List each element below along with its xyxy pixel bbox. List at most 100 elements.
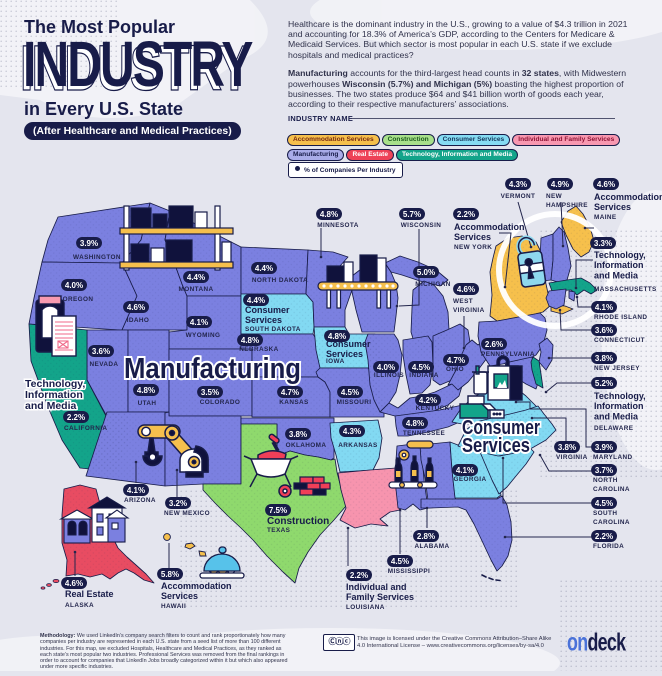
svg-text:KANSAS: KANSAS <box>279 399 309 406</box>
svg-text:Information: Information <box>594 260 644 270</box>
svg-text:4.6%: 4.6% <box>65 579 83 588</box>
svg-text:CAROLINA: CAROLINA <box>593 519 630 526</box>
svg-text:4.8%: 4.8% <box>406 419 424 428</box>
svg-text:2.2%: 2.2% <box>350 571 368 580</box>
svg-text:Services: Services <box>326 349 363 359</box>
svg-text:4.4%: 4.4% <box>255 264 273 273</box>
svg-text:UTAH: UTAH <box>138 400 157 407</box>
svg-text:NEW: NEW <box>546 193 563 200</box>
svg-text:3.8%: 3.8% <box>289 430 307 439</box>
svg-text:NORTH DAKOTA: NORTH DAKOTA <box>252 277 308 284</box>
svg-text:4.6%: 4.6% <box>597 180 615 189</box>
svg-text:Services: Services <box>161 591 198 601</box>
svg-text:ILLINOIS: ILLINOIS <box>374 372 405 379</box>
svg-text:NEW MEXICO: NEW MEXICO <box>164 510 210 517</box>
svg-text:2.6%: 2.6% <box>485 340 503 349</box>
svg-text:5.8%: 5.8% <box>161 570 179 579</box>
svg-text:4.5%: 4.5% <box>341 388 359 397</box>
svg-text:Services: Services <box>454 232 491 242</box>
svg-text:2.2%: 2.2% <box>67 413 85 422</box>
svg-text:MISSISSIPPI: MISSISSIPPI <box>388 568 430 575</box>
svg-text:VERMONT: VERMONT <box>501 193 536 200</box>
svg-text:Technology,: Technology, <box>25 378 85 390</box>
svg-text:4.5%: 4.5% <box>412 363 430 372</box>
svg-text:ALASKA: ALASKA <box>65 602 94 609</box>
svg-text:OREGON: OREGON <box>63 296 94 303</box>
svg-text:FLORIDA: FLORIDA <box>593 543 624 550</box>
svg-text:SOUTH DAKOTA: SOUTH DAKOTA <box>245 326 301 333</box>
svg-text:INDIANA: INDIANA <box>409 372 438 379</box>
svg-text:MASSACHUSETTS: MASSACHUSETTS <box>594 286 657 293</box>
svg-text:4.1%: 4.1% <box>456 466 474 475</box>
svg-text:MISSOURI: MISSOURI <box>337 399 372 406</box>
svg-text:Services: Services <box>462 435 530 457</box>
svg-text:3.5%: 3.5% <box>201 388 219 397</box>
svg-text:and Media: and Media <box>25 400 77 412</box>
svg-text:HAMPSHIRE: HAMPSHIRE <box>546 202 588 209</box>
svg-text:Accommodation: Accommodation <box>594 192 662 202</box>
svg-text:4.8%: 4.8% <box>137 386 155 395</box>
svg-text:NEW JERSEY: NEW JERSEY <box>594 365 640 372</box>
svg-text:MONTANA: MONTANA <box>179 286 214 293</box>
svg-text:4.9%: 4.9% <box>551 180 569 189</box>
svg-text:4.6%: 4.6% <box>457 285 475 294</box>
svg-text:2.8%: 2.8% <box>417 532 435 541</box>
svg-text:NEW YORK: NEW YORK <box>454 244 492 251</box>
svg-text:4.5%: 4.5% <box>595 499 613 508</box>
svg-text:Services: Services <box>245 315 282 325</box>
svg-text:COLORADO: COLORADO <box>200 399 240 406</box>
svg-text:2.2%: 2.2% <box>595 532 613 541</box>
svg-text:OKLAHOMA: OKLAHOMA <box>286 442 327 449</box>
svg-text:4.7%: 4.7% <box>447 356 465 365</box>
svg-text:Accommodation: Accommodation <box>454 222 525 232</box>
svg-text:VIRGINIA: VIRGINIA <box>556 454 588 461</box>
svg-text:3.6%: 3.6% <box>92 347 110 356</box>
svg-text:4.8%: 4.8% <box>328 332 346 341</box>
svg-text:CALIFORNIA: CALIFORNIA <box>64 425 107 432</box>
svg-text:Information: Information <box>594 401 644 411</box>
svg-text:WASHINGTON: WASHINGTON <box>73 254 121 261</box>
svg-text:3.9%: 3.9% <box>595 443 613 452</box>
svg-text:ARKANSAS: ARKANSAS <box>338 442 378 449</box>
svg-text:Individual and: Individual and <box>346 582 407 592</box>
svg-text:4.8%: 4.8% <box>320 210 338 219</box>
svg-text:Consumer: Consumer <box>462 417 540 439</box>
svg-text:Real Estate: Real Estate <box>65 589 114 599</box>
svg-text:4.1%: 4.1% <box>190 318 208 327</box>
svg-text:3.8%: 3.8% <box>595 354 613 363</box>
svg-text:Manufacturing: Manufacturing <box>124 353 301 385</box>
svg-text:4.2%: 4.2% <box>419 396 437 405</box>
svg-text:NORTH: NORTH <box>593 477 618 484</box>
svg-text:LOUISIANA: LOUISIANA <box>346 604 385 611</box>
svg-text:3.6%: 3.6% <box>595 326 613 335</box>
svg-text:4.8%: 4.8% <box>241 336 259 345</box>
svg-text:MINNESOTA: MINNESOTA <box>317 222 358 229</box>
svg-text:4.6%: 4.6% <box>127 303 145 312</box>
svg-text:VIRGINIA: VIRGINIA <box>453 307 485 314</box>
svg-text:MICHIGAN: MICHIGAN <box>415 281 451 288</box>
svg-text:4.3%: 4.3% <box>343 427 361 436</box>
svg-text:Information: Information <box>25 389 83 401</box>
svg-text:and Media: and Media <box>594 270 639 280</box>
svg-text:KENTUCKY: KENTUCKY <box>416 405 455 412</box>
svg-text:5.0%: 5.0% <box>417 268 435 277</box>
svg-text:4.4%: 4.4% <box>187 273 205 282</box>
svg-text:IOWA: IOWA <box>326 358 345 365</box>
svg-text:4.1%: 4.1% <box>595 303 613 312</box>
svg-text:5.2%: 5.2% <box>595 379 613 388</box>
svg-text:3.9%: 3.9% <box>80 239 98 248</box>
svg-text:5.7%: 5.7% <box>403 210 421 219</box>
svg-text:RHODE ISLAND: RHODE ISLAND <box>594 314 647 321</box>
svg-text:3.2%: 3.2% <box>169 499 187 508</box>
svg-text:MAINE: MAINE <box>594 214 617 221</box>
svg-text:3.7%: 3.7% <box>595 466 613 475</box>
svg-text:Consumer: Consumer <box>245 305 290 315</box>
svg-text:GEORGIA: GEORGIA <box>454 476 487 483</box>
svg-text:TENNESSEE: TENNESSEE <box>403 430 446 437</box>
svg-text:PENNSYLVANIA: PENNSYLVANIA <box>481 351 535 358</box>
svg-text:IDAHO: IDAHO <box>127 317 150 324</box>
svg-text:WYOMING: WYOMING <box>186 332 221 339</box>
svg-text:4.7%: 4.7% <box>281 388 299 397</box>
svg-text:Accommodation: Accommodation <box>161 581 232 591</box>
svg-text:TEXAS: TEXAS <box>267 527 291 534</box>
